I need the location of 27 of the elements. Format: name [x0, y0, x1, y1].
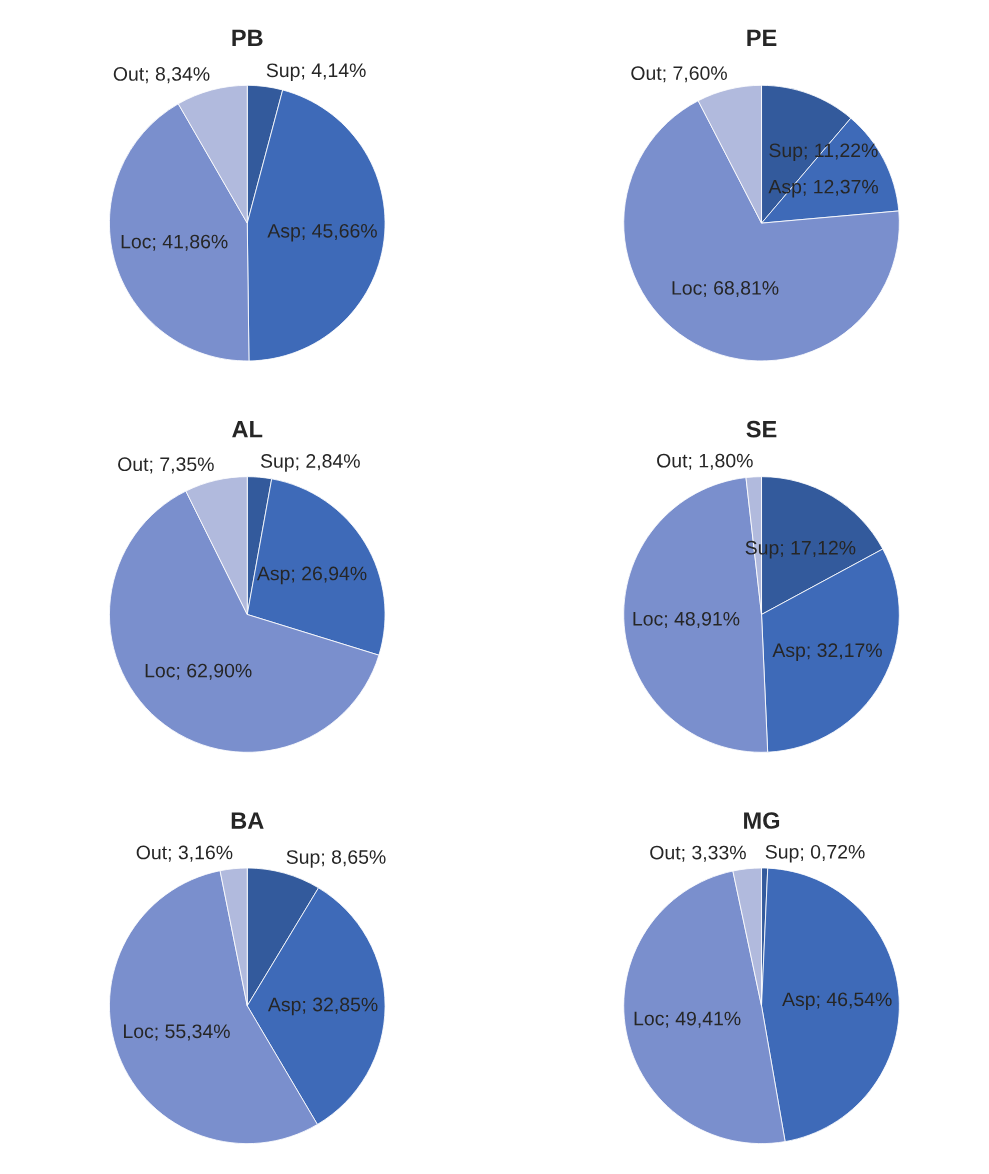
slice-label: Asp; 26,94%: [256, 566, 367, 585]
chart-title: SE: [746, 420, 777, 438]
slice-label: Out; 7,35%: [118, 457, 214, 474]
slice-label: Loc; 41,86%: [121, 234, 228, 251]
slice-label: Asp; 32,85%: [267, 997, 378, 1016]
slice-label: Out; 3,16%: [136, 845, 233, 862]
chart-title: PB: [232, 29, 263, 46]
slice-label: Loc; 55,34%: [124, 1024, 230, 1041]
slice-label: Out; 7,60%: [631, 66, 727, 83]
slice-label: Loc; 68,81%: [672, 281, 779, 298]
slice-label: Out; 3,33%: [650, 845, 746, 862]
slice-label: Loc; 62,90%: [145, 663, 252, 680]
slice-label: Sup; 0,72%: [765, 844, 865, 863]
slice-label: Sup; 8,65%: [286, 850, 386, 868]
slice-label: Asp; 46,54%: [782, 992, 892, 1011]
chart-title: AL: [232, 421, 263, 438]
chart-title: MG: [744, 812, 780, 829]
slice-label: Asp; 32,17%: [772, 643, 882, 661]
slice-label: Sup; 4,14%: [266, 63, 366, 82]
slice-label: Out; 8,34%: [113, 67, 210, 84]
slice-label: Loc; 48,91%: [633, 611, 740, 628]
slice-label: Loc; 49,41%: [634, 1011, 741, 1028]
slice-label: Asp; 45,66%: [267, 223, 377, 242]
slice-label: Out; 1,80%: [657, 453, 753, 470]
chart-title: BA: [231, 812, 264, 829]
slice-label: Sup; 2,84%: [260, 454, 360, 472]
chart-title: PE: [747, 29, 777, 46]
